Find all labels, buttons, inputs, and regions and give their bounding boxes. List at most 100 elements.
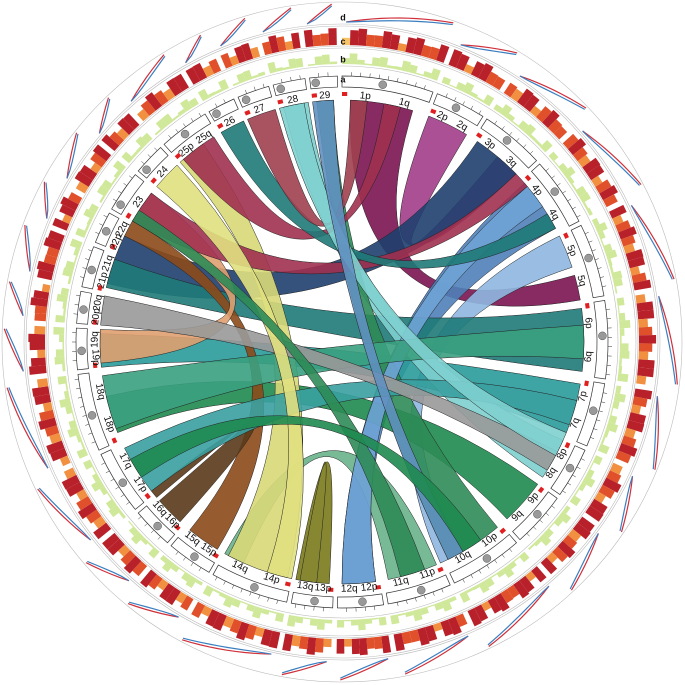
track-c-bar xyxy=(260,628,273,647)
track-c-bar xyxy=(165,587,181,606)
arm-label: 1q xyxy=(397,96,411,109)
tick xyxy=(551,175,555,179)
tick xyxy=(526,533,530,537)
track-b-bar xyxy=(607,258,613,267)
tick xyxy=(478,110,482,115)
track-c-bar xyxy=(517,88,534,107)
track-b-bar xyxy=(585,468,595,479)
marker xyxy=(537,486,545,494)
tick xyxy=(76,387,81,390)
track-b-bar xyxy=(275,66,284,72)
track-c-bar xyxy=(212,612,227,631)
track-b-bar xyxy=(405,610,414,617)
track-c-bar xyxy=(397,42,407,52)
track-b-bar xyxy=(207,91,216,98)
tick xyxy=(154,147,158,151)
track-d-line xyxy=(98,97,110,134)
track-d-line xyxy=(45,182,49,219)
track-b-bar xyxy=(408,64,418,74)
track-c-bar xyxy=(123,113,140,130)
track-c-bar xyxy=(250,46,261,59)
track-c-bar xyxy=(428,46,440,61)
track-c-bar xyxy=(102,532,120,550)
tick xyxy=(415,82,417,87)
centromere xyxy=(118,478,128,487)
track-c-bar xyxy=(268,35,280,54)
ribbon xyxy=(182,103,401,240)
track-c-bar xyxy=(93,522,112,540)
track-b-bar xyxy=(472,584,480,591)
track-c-bar xyxy=(599,184,618,201)
track-b-bar xyxy=(357,619,366,631)
track-b-bar xyxy=(177,108,186,117)
track-b-bar xyxy=(212,588,221,594)
track-b-bar xyxy=(507,560,517,570)
track-b-bar xyxy=(307,63,316,67)
marker xyxy=(97,284,103,291)
centromere xyxy=(87,411,97,420)
track-d-line xyxy=(346,17,454,24)
track-c-bar xyxy=(615,220,631,233)
track-c-bar xyxy=(542,109,560,128)
track-c-bar xyxy=(562,133,579,150)
tick xyxy=(494,120,498,125)
tick xyxy=(190,118,194,122)
track-c-bar xyxy=(201,605,213,617)
arm-label: 6p xyxy=(582,317,594,329)
track-c-bar xyxy=(342,37,351,46)
track-c-bar xyxy=(62,214,73,225)
arm-label: 19p xyxy=(89,349,101,367)
track-d-line xyxy=(582,130,642,186)
track-c-bar xyxy=(463,64,475,75)
track-b-bar xyxy=(469,91,479,99)
track-b-bar xyxy=(62,363,66,372)
track-d-line xyxy=(487,585,550,646)
track-b-bar xyxy=(257,71,266,77)
track-b-bar xyxy=(251,74,259,79)
track-c-bar xyxy=(636,301,654,312)
track-c-bar xyxy=(591,175,603,187)
track-b-bar xyxy=(619,328,625,336)
track-c-bar xyxy=(30,297,49,307)
tick xyxy=(523,144,527,148)
track-label: d xyxy=(340,12,346,22)
track-c-bar xyxy=(123,555,142,574)
centromere xyxy=(311,78,320,88)
track-c-bar xyxy=(552,546,568,563)
track-c-bar xyxy=(74,171,93,187)
track-c-bar xyxy=(47,230,65,243)
tick xyxy=(85,423,90,426)
tick xyxy=(406,600,408,605)
track-c-bar xyxy=(68,192,83,205)
track-c-bar xyxy=(405,37,417,54)
track-d-line xyxy=(488,585,550,647)
track-b-bar xyxy=(582,475,596,488)
track-c-bar xyxy=(298,636,309,650)
tick xyxy=(551,505,555,509)
track-b-bar xyxy=(600,436,606,445)
tick xyxy=(539,519,543,523)
tick xyxy=(597,267,602,269)
tick xyxy=(231,584,235,589)
track-b-bar xyxy=(558,511,572,524)
track-c-bar xyxy=(629,266,641,276)
track-b-bar xyxy=(337,619,345,628)
track-b-bar xyxy=(618,365,623,374)
track-b-bar xyxy=(101,179,113,191)
track-b-bar xyxy=(91,472,101,483)
arm-label: 12q xyxy=(341,583,358,594)
track-c-bar xyxy=(603,194,618,208)
track-b-bar xyxy=(482,94,495,107)
marker xyxy=(311,93,318,98)
track-b-bar xyxy=(274,612,285,623)
track-b-bar xyxy=(160,554,169,564)
centromere xyxy=(276,84,285,94)
track-b-bar xyxy=(251,606,263,619)
tick xyxy=(129,175,133,179)
track-c-bar xyxy=(638,351,649,360)
tick xyxy=(600,276,605,278)
arm-label: 4q xyxy=(546,207,561,222)
track-c-bar xyxy=(602,477,622,493)
track-c-bar xyxy=(52,217,70,231)
